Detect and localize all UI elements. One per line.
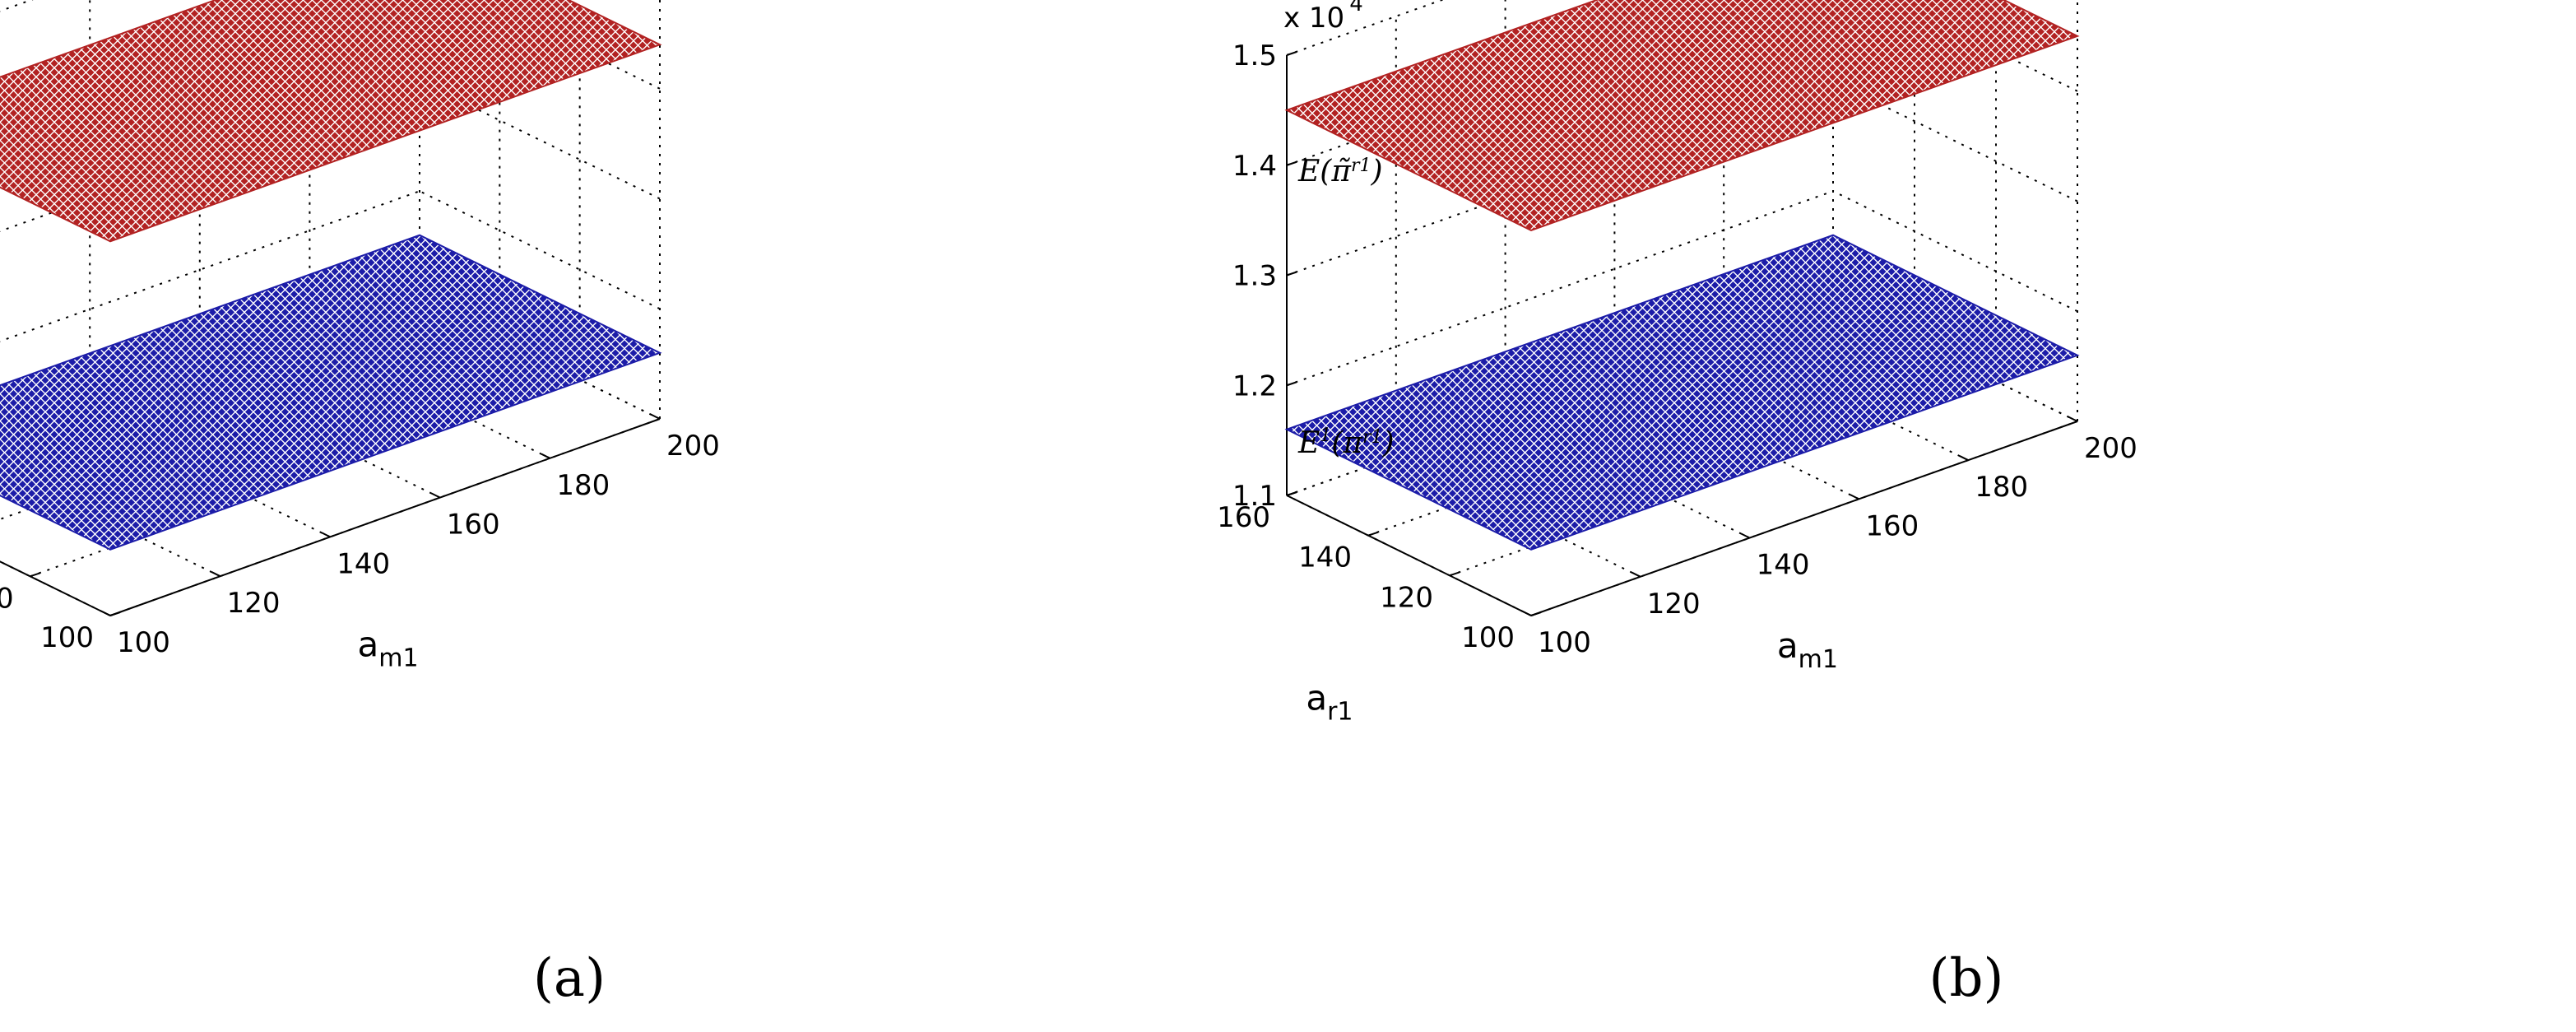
z-tick [1286, 381, 1297, 387]
x-tick-label: 200 [2084, 432, 2137, 465]
y-tick-label: 160 [1217, 501, 1270, 534]
y-tick-label: 120 [1380, 581, 1433, 614]
x-tick [1959, 455, 1969, 462]
z-tick-label: 1.4 [1232, 150, 1277, 183]
surface-label-prefix: E( [1297, 155, 1332, 188]
surface-label-var: π̃ [1330, 155, 1352, 188]
y-tick [1530, 611, 1542, 616]
x-tick [1741, 532, 1751, 539]
x-tick [101, 611, 111, 616]
y-axis-line [1286, 495, 1532, 616]
surface-label-1: E1(πr1) [1297, 425, 1395, 460]
panel-label: (b) [1929, 948, 2004, 1009]
x-tick-label: 140 [1757, 549, 1810, 582]
x-axis-label-main: a [1777, 625, 1799, 666]
surface-label-suffix: ) [1371, 155, 1383, 188]
panel-label: (a) [533, 948, 606, 1009]
x-tick [541, 453, 550, 459]
x-axis-line [109, 418, 661, 616]
surface-label-sup: r1 [1362, 427, 1383, 448]
x-tick [321, 532, 331, 538]
z-tick-label: 1.2 [1232, 370, 1277, 402]
surface-label-prefix: E [1297, 426, 1320, 460]
z-tick [1286, 51, 1297, 56]
z-tick-label: 1.1 [1232, 480, 1277, 513]
x-axis-line [1530, 421, 2078, 616]
z-tick-label: 1.3 [1232, 260, 1277, 293]
x-tick [2068, 416, 2078, 422]
gridline-backwall-z [1286, 190, 1834, 387]
chart-panel-a: 5500600065007000750010012014016018020010… [0, 0, 720, 1009]
x-tick-label: 180 [556, 469, 610, 502]
x-tick-label: 120 [227, 587, 281, 620]
x-tick-label: 100 [1538, 626, 1591, 659]
z-multiplier-label: x 10 4 [1283, 0, 1363, 35]
y-tick [109, 611, 121, 616]
x-axis-label-sub: m1 [1799, 645, 1838, 674]
surface-label-0: E(π̃r1) [1297, 155, 1383, 188]
y-axis-label-main: a [1306, 677, 1327, 718]
surface-series-1 [0, 234, 662, 551]
surface-series-0 [1284, 0, 2080, 231]
gridline-sidewall-z [1832, 190, 2078, 313]
z-tick [1286, 160, 1297, 166]
x-tick-label: 140 [337, 547, 390, 580]
y-tick-label: 140 [1298, 542, 1352, 574]
z-tick [1286, 271, 1297, 277]
x-tick [431, 492, 441, 499]
x-axis-label: am1 [1777, 625, 1838, 674]
x-tick [1850, 494, 1859, 500]
z-tick-label: 1.5 [1232, 40, 1277, 72]
surface-series-1 [1284, 234, 2080, 551]
x-axis-label-main: a [358, 625, 379, 665]
y-tick [30, 572, 40, 578]
y-tick [1286, 491, 1297, 496]
x-tick-label: 180 [1975, 471, 2028, 504]
y-tick [1367, 531, 1379, 537]
surface-label-sup: r1 [1351, 156, 1372, 176]
y-tick-label: 120 [0, 582, 14, 615]
x-tick-label: 160 [1865, 509, 1919, 542]
surface-label-suffix: ) [1382, 426, 1395, 460]
surface-label-presup: 1 [1320, 425, 1331, 446]
y-axis-label-sub: r1 [1327, 697, 1353, 726]
y-axis-label: ar1 [1306, 677, 1353, 726]
surface-label-var: π [1342, 426, 1363, 460]
x-axis-label: am1 [358, 625, 419, 673]
x-tick [1522, 611, 1532, 616]
surface-label-mid: ( [1331, 426, 1344, 460]
x-tick-label: 100 [117, 626, 170, 659]
y-tick-label: 100 [40, 621, 94, 654]
x-tick-label: 160 [447, 509, 500, 542]
x-tick [1631, 571, 1641, 578]
x-tick-label: 120 [1647, 588, 1701, 621]
gridline-backwall-z [0, 190, 420, 342]
z-multiplier-exp: 4 [1349, 0, 1363, 16]
y-tick-label: 100 [1461, 621, 1515, 654]
chart-panel-b: 1.1 1.2 1.3 1.4 1.5 100 120 140 160 180 200 100 120 1… [1217, 0, 2137, 1009]
surface-series-0 [0, 0, 662, 243]
x-axis-label-sub: m1 [378, 644, 418, 673]
y-tick [1449, 571, 1460, 577]
x-tick [651, 414, 661, 420]
z-multiplier-base: x 10 [1283, 2, 1344, 35]
y-axis-line [0, 560, 111, 616]
x-tick-label: 200 [666, 430, 720, 463]
x-tick [211, 571, 221, 578]
